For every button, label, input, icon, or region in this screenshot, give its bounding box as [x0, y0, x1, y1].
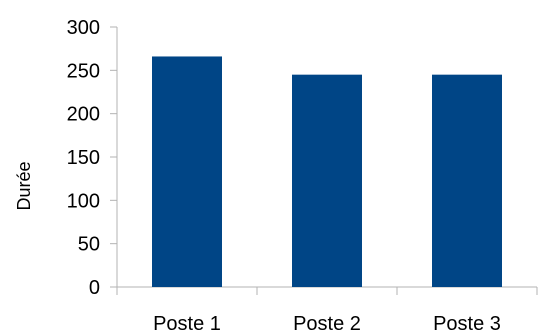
x-tick-label: Poste 1 [153, 313, 221, 334]
y-axis-ticks: 0 50 100 150 200 250 300 [67, 17, 117, 299]
bars [152, 56, 502, 288]
y-axis-title: Durée [14, 161, 34, 210]
y-tick-label: 250 [67, 60, 100, 82]
x-tick-label: Poste 2 [293, 313, 361, 334]
bar-poste-1 [152, 56, 222, 287]
y-tick-label: 200 [67, 104, 100, 126]
y-tick-label: 50 [78, 234, 100, 256]
y-tick-label: 0 [89, 277, 100, 299]
bar-poste-2 [292, 74, 362, 288]
y-tick-label: 300 [67, 17, 100, 39]
x-tick-label: Poste 3 [433, 313, 501, 334]
bar-poste-3 [432, 74, 502, 288]
y-tick-label: 100 [67, 190, 100, 212]
y-tick-label: 150 [67, 147, 100, 169]
x-axis-ticks: Poste 1 Poste 2 Poste 3 [116, 287, 538, 334]
